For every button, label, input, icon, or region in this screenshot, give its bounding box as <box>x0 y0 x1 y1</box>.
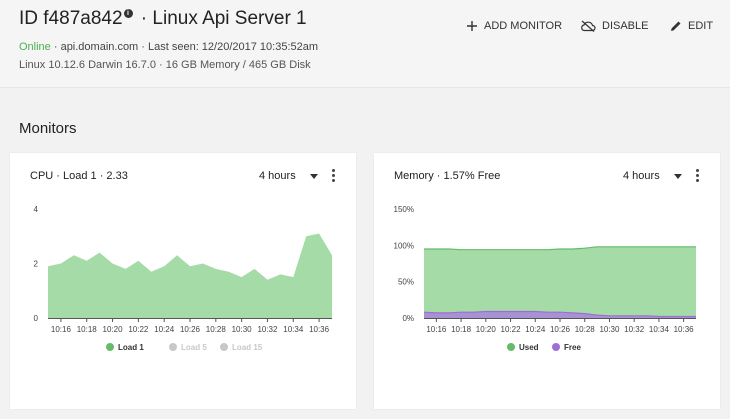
y-tick-label: 50% <box>398 278 414 287</box>
y-tick-label: 150% <box>394 205 414 214</box>
x-tick-label: 10:34 <box>649 325 670 334</box>
y-tick-label: 2 <box>34 260 39 269</box>
legend-item-used[interactable]: Used <box>507 343 539 352</box>
legend-swatch <box>169 343 177 351</box>
status-badge: Online <box>19 41 51 53</box>
x-tick-label: 10:18 <box>451 325 472 334</box>
y-tick-label: 4 <box>34 205 39 214</box>
memory-range-select[interactable]: 4 hours <box>623 170 682 182</box>
legend-label: Load 15 <box>232 343 263 352</box>
legend-swatch <box>507 343 515 351</box>
series-area-used <box>424 246 696 318</box>
x-tick-label: 10:16 <box>426 325 447 334</box>
cpu-menu-icon[interactable] <box>330 169 336 183</box>
x-tick-label: 10:24 <box>154 325 175 334</box>
status-line: Online · api.domain.com · Last seen: 12/… <box>19 41 318 53</box>
server-name: · Linux Api Server 1 <box>135 8 307 29</box>
legend-label: Free <box>564 343 581 352</box>
x-tick-label: 10:18 <box>77 325 98 334</box>
server-specs: Linux 10.12.6 Darwin 16.7.0 · 16 GB Memo… <box>19 59 311 71</box>
plus-icon <box>467 21 477 31</box>
series-line-used <box>424 246 696 251</box>
y-tick-label: 0 <box>34 314 39 323</box>
memory-monitor-card: Memory · 1.57% Free 4 hours 0% 50% 100% 150… <box>374 153 720 409</box>
server-header: ID f487a842 i · Linux Api Server 1 Online… <box>0 0 730 88</box>
legend-item-load-5[interactable]: Load 5 <box>169 343 207 352</box>
x-tick-label: 10:30 <box>599 325 620 334</box>
server-id: ID f487a842 <box>19 8 123 29</box>
y-tick-label: 100% <box>394 241 414 250</box>
edit-button[interactable]: EDIT <box>670 20 713 32</box>
x-tick-label: 10:32 <box>257 325 278 334</box>
chevron-down-icon <box>673 173 682 179</box>
legend-swatch <box>552 343 560 351</box>
disable-button[interactable]: DISABLE <box>580 20 648 32</box>
x-tick-label: 10:28 <box>575 325 596 334</box>
pencil-icon <box>671 21 681 31</box>
x-tick-label: 10:30 <box>232 325 253 334</box>
status-details: · api.domain.com · Last seen: 12/20/2017… <box>50 41 319 53</box>
legend-item-free[interactable]: Free <box>552 343 581 352</box>
x-tick-label: 10:32 <box>624 325 645 334</box>
x-tick-label: 10:20 <box>103 325 124 334</box>
add-monitor-button[interactable]: ADD MONITOR <box>466 20 562 32</box>
disable-label: DISABLE <box>602 20 649 32</box>
x-tick-label: 10:34 <box>283 325 304 334</box>
cloud-off-icon <box>581 20 596 32</box>
cpu-chart: 0 2 4 10:16 10:18 10:20 10:22 10:24 10:26 10:28 10… <box>34 205 332 352</box>
x-tick-label: 10:36 <box>674 325 695 334</box>
section-title: Monitors <box>19 120 77 137</box>
page-title: ID f487a842 i · Linux Api Server 1 <box>19 8 307 30</box>
memory-chart: 0% 50% 100% 150% 10:16 10:18 10:20 10:22 10:24 10… <box>394 205 696 352</box>
x-tick-label: 10:24 <box>525 325 546 334</box>
x-tick-label: 10:26 <box>550 325 571 334</box>
x-tick-label: 10:22 <box>501 325 522 334</box>
memory-card-title: Memory · 1.57% Free <box>394 170 501 182</box>
add-monitor-label: ADD MONITOR <box>484 20 563 32</box>
legend-label: Load 5 <box>181 343 207 352</box>
legend-label: Load 1 <box>118 343 144 352</box>
cpu-monitor-card: CPU · Load 1 · 2.33 4 hours 0 2 4 10:16 10:1… <box>10 153 356 409</box>
series-area-load-1 <box>48 233 332 318</box>
cpu-range-select[interactable]: 4 hours <box>259 170 318 182</box>
chevron-down-icon <box>309 173 318 179</box>
x-tick-label: 10:26 <box>180 325 201 334</box>
legend-swatch <box>220 343 228 351</box>
x-tick-label: 10:22 <box>128 325 149 334</box>
x-tick-label: 10:36 <box>309 325 330 334</box>
memory-menu-icon[interactable] <box>694 169 700 183</box>
cpu-range-value: 4 hours <box>259 170 296 182</box>
series-line-free <box>423 310 696 318</box>
x-tick-label: 10:28 <box>206 325 227 334</box>
memory-range-value: 4 hours <box>623 170 660 182</box>
info-icon[interactable]: i <box>123 9 133 18</box>
y-tick-label: 0% <box>402 314 414 323</box>
legend-item-load-1[interactable]: Load 1 <box>106 343 144 352</box>
x-tick-label: 10:16 <box>51 325 72 334</box>
legend-item-load-15[interactable]: Load 15 <box>220 343 263 352</box>
edit-label: EDIT <box>688 20 714 32</box>
legend-label: Used <box>519 343 539 352</box>
legend-swatch <box>106 343 114 351</box>
cpu-card-title: CPU · Load 1 · 2.33 <box>30 170 128 182</box>
x-tick-label: 10:20 <box>476 325 497 334</box>
